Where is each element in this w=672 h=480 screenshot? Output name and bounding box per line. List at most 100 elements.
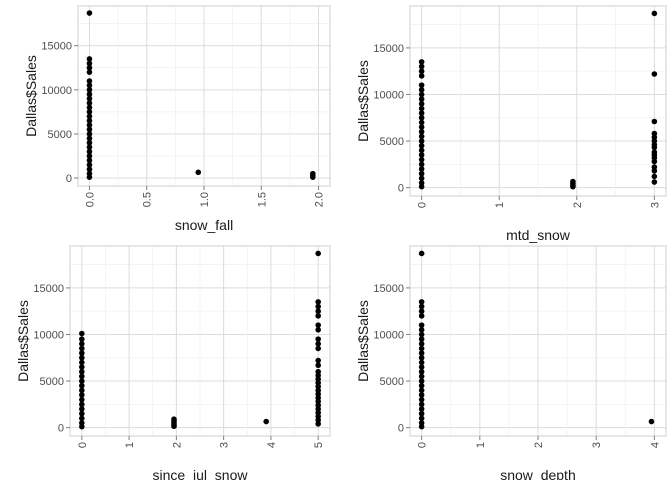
data-point [570,183,576,190]
data-point [648,418,655,425]
x-tick-label: 4 [649,442,661,448]
data-point [418,91,425,98]
data-point [418,105,425,112]
y-tick-label: 0 [58,423,64,435]
data-point [86,148,93,155]
data-point [86,69,93,75]
data-point [651,179,658,185]
x-tick-label: 3 [219,442,231,448]
data-point [86,87,93,93]
data-point [418,250,425,257]
scatter-panel-4: 0 5000 10000 15000 0 1 2 3 4 snow_depth Dallas$Sal… [355,245,667,480]
data-point [79,382,85,389]
data-point [79,368,85,375]
data-point [418,124,425,130]
data-point [418,392,425,398]
x-tick-label: 1.0 [199,192,211,207]
data-point [418,161,425,168]
data-point [86,10,93,16]
data-point [79,350,85,356]
data-point [418,110,425,116]
data-point [315,340,321,347]
x-tick-label: 1 [124,442,136,448]
x-tick-label: 2 [533,442,545,448]
data-point [418,142,425,149]
data-point [86,162,93,168]
data-point [86,153,93,159]
data-point [418,100,425,107]
data-point [418,327,425,333]
data-point [86,78,93,84]
grid-lines [78,6,330,186]
data-point [418,119,425,126]
y-tick-label: 15000 [41,41,72,53]
data-point [79,340,85,347]
data-point [418,87,425,93]
scatter-panel-1: 0 5000 10000 15000 0.0 0.5 1.0 1.5 2.0 snow_fall D… [23,5,331,233]
data-point [315,357,321,364]
data-points [418,10,658,190]
x-tick-label: 3 [649,202,661,208]
data-point [418,340,425,347]
y-tick-label: 0 [398,183,404,195]
data-point [418,114,425,121]
data-point [418,359,425,366]
data-point [418,82,425,88]
data-point [418,59,425,65]
x-axis-title: snow_depth [500,467,576,480]
data-point [418,128,425,135]
data-point [86,157,93,164]
data-point [263,418,269,425]
y-tick-label: 0 [398,423,404,435]
data-point [79,378,85,384]
data-point [418,96,425,102]
data-point [418,354,425,361]
data-point [418,73,425,79]
data-point [418,350,425,356]
data-point [418,378,425,384]
data-point [315,303,321,310]
grid-lines [410,246,666,436]
data-point [86,174,93,180]
data-point [86,122,93,128]
y-tick-label: 10000 [373,329,404,341]
y-tick-label: 10000 [41,85,72,97]
data-point [86,139,93,146]
data-point [79,392,85,398]
y-tick-label: 10000 [33,329,64,341]
data-point [651,173,658,180]
x-tick-label: 1 [475,442,487,448]
data-point [418,63,425,70]
data-point [79,406,85,412]
data-point [651,10,658,17]
x-tick-label: 2 [171,442,183,448]
data-point [86,144,93,150]
data-point [418,401,425,408]
data-point [86,82,93,89]
x-tick-label: 0 [77,442,89,448]
y-tick-label: 5000 [380,136,404,148]
data-point [418,303,425,310]
panel-border [409,5,667,197]
data-point [79,415,85,422]
data-point [418,183,425,190]
data-point [418,147,425,154]
data-points [79,250,321,430]
data-point [418,423,425,430]
x-tick-label: 5 [313,442,325,448]
data-point [651,71,658,77]
data-points [418,250,655,430]
data-point [79,387,85,394]
x-tick-label: 1.5 [256,192,268,207]
grid-lines [70,246,330,436]
data-point [418,175,425,182]
data-point [79,336,85,342]
data-point [418,170,425,177]
data-point [86,131,93,137]
y-axis-title: Dallas$Sales [355,60,371,142]
data-point [418,364,425,370]
data-point [315,308,321,314]
data-point [418,336,425,342]
data-point [79,330,85,337]
data-point [315,345,321,352]
